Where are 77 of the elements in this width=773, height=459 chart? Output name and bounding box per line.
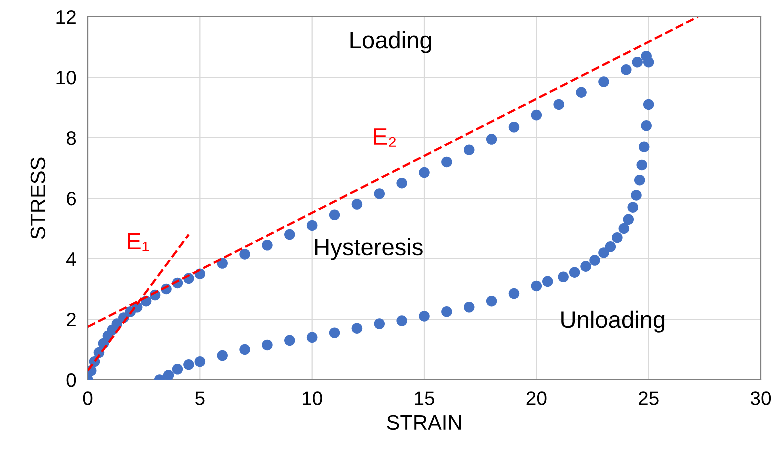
point — [329, 210, 340, 221]
point — [442, 156, 452, 168]
y-tick-label: 6 — [67, 192, 76, 206]
point — [329, 328, 340, 338]
y-tick-label: 4 — [66, 252, 76, 266]
point — [396, 178, 408, 189]
point — [284, 335, 296, 346]
point — [632, 56, 643, 68]
point — [396, 316, 408, 326]
point — [554, 99, 564, 110]
point — [598, 248, 610, 258]
point — [306, 332, 318, 344]
point — [558, 272, 569, 283]
point — [374, 318, 386, 330]
point — [634, 174, 646, 186]
point — [262, 340, 273, 351]
point — [194, 356, 206, 368]
x-tick-label: 5 — [196, 392, 205, 406]
point — [217, 350, 228, 362]
x-tick-label: 15 — [415, 392, 434, 406]
point — [508, 288, 520, 300]
y-axis-title: STRESS — [30, 158, 46, 240]
point — [163, 370, 174, 380]
point — [576, 87, 587, 98]
point — [262, 240, 273, 251]
y-tick-label: 12 — [56, 10, 76, 24]
point — [240, 344, 250, 356]
point — [374, 188, 386, 200]
point — [419, 311, 430, 322]
point — [598, 76, 610, 88]
series-label: E₁ — [128, 233, 150, 252]
point — [641, 120, 652, 132]
point — [605, 242, 616, 252]
y-tick-label: 8 — [66, 131, 76, 146]
x-axis-title: STRAIN — [387, 415, 461, 430]
point — [621, 64, 632, 76]
y-tick-label: 0 — [66, 373, 76, 388]
x-tick-label: 20 — [526, 392, 547, 406]
point — [643, 56, 654, 68]
annotation: Loading — [350, 31, 432, 54]
point — [486, 134, 498, 145]
point — [464, 144, 475, 156]
point — [531, 110, 542, 121]
point — [306, 220, 318, 232]
x-tick-label: 25 — [639, 392, 659, 406]
point — [542, 276, 554, 288]
point — [184, 359, 194, 370]
series-label: E₂ — [374, 128, 396, 147]
point — [284, 229, 296, 240]
point — [464, 302, 475, 313]
point — [352, 323, 363, 334]
point — [628, 202, 639, 213]
point — [569, 267, 580, 278]
point — [419, 167, 430, 178]
point — [352, 199, 363, 210]
point — [508, 122, 520, 133]
point — [631, 190, 642, 201]
annotation: Unloading — [562, 310, 665, 333]
point — [643, 99, 654, 110]
annotation: Hysteresis — [315, 238, 423, 260]
point — [618, 223, 630, 234]
point — [636, 160, 648, 171]
point — [172, 364, 184, 375]
point — [580, 261, 592, 272]
point — [486, 296, 498, 307]
x-tick-label: 10 — [303, 392, 322, 406]
point — [442, 306, 452, 318]
y-tick-label: 2 — [67, 312, 76, 327]
point — [623, 214, 634, 226]
point — [240, 249, 250, 260]
point — [531, 280, 542, 292]
point — [590, 255, 600, 266]
point — [612, 232, 623, 244]
y-tick-label: 10 — [56, 70, 76, 85]
x-tick-label: 30 — [750, 392, 772, 406]
point — [638, 142, 650, 152]
x-tick-label: 0 — [83, 392, 93, 406]
